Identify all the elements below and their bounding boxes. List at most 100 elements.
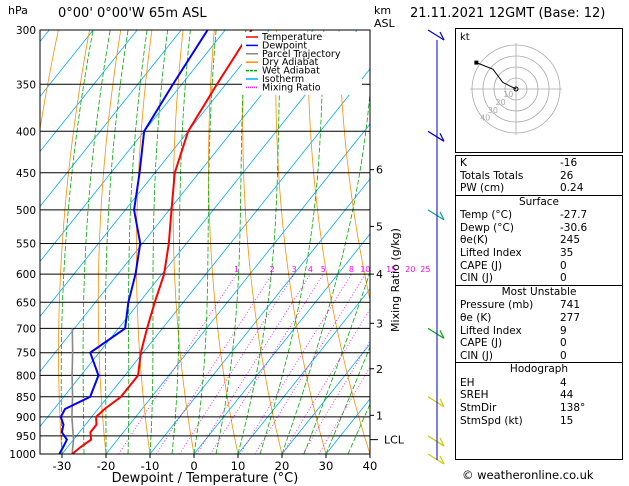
- pressure-tick-label: 550: [16, 238, 36, 250]
- temperature-line: [71, 30, 253, 454]
- x-tick-label: 30: [319, 459, 334, 473]
- pressure-tick-label: 300: [16, 25, 36, 37]
- isotherm-line: [40, 30, 138, 153]
- km-tick-label: 6: [376, 164, 383, 177]
- mixing-ratio-label: 1: [234, 265, 239, 274]
- x-tick-label: 40: [363, 459, 378, 473]
- surface-row: CAPE (J) 0: [460, 259, 567, 272]
- legend-entry: Dewpoint: [262, 40, 307, 51]
- lcl-label: LCL: [384, 434, 405, 447]
- hodograph-point: [474, 60, 479, 65]
- isotherm-line: [369, 453, 370, 454]
- pressure-tick-label: 500: [16, 205, 36, 217]
- legend-entry: Mixing Ratio: [262, 82, 321, 93]
- wind-barb-flag: [439, 133, 445, 142]
- pressure-tick-label: 950: [16, 431, 36, 443]
- mixing-ratio-label: 8: [349, 265, 354, 274]
- datetime-label: 21.11.2021 12GMT (Base: 12): [410, 6, 606, 21]
- isotherm-line: [40, 30, 358, 428]
- most-unstable-row: Lifted Index 9: [460, 324, 567, 337]
- dry-adiabat-line: [136, 30, 153, 454]
- wind-barb-icon: [427, 435, 445, 447]
- hodograph-ring-label: 30: [488, 106, 498, 115]
- hodograph-param-row: StmSpd (kt) 15: [460, 414, 574, 427]
- km-label: km: [374, 4, 391, 17]
- surface-title: Surface: [518, 195, 559, 208]
- x-tick-label: -20: [97, 459, 116, 473]
- pw-row: PW (cm) 0.24: [460, 182, 584, 195]
- wind-barb-shaft: [427, 435, 445, 447]
- most-unstable-title: Most Unstable: [501, 285, 577, 298]
- wet-adiabat-line: [193, 30, 217, 454]
- legend-entry: Parcel Trajectory: [262, 49, 341, 60]
- isotherm-line: [61, 68, 370, 454]
- wind-barb-shaft: [427, 453, 445, 465]
- hodograph-ring-label: 40: [480, 114, 490, 123]
- mixing-ratio-line: [196, 273, 311, 454]
- x-tick-label: 10: [231, 459, 246, 473]
- mixing-ratio-line: [318, 366, 370, 454]
- most-unstable-section: Most Unstable Pressure (mb) 741 θe (K) 277 L…: [456, 284, 622, 362]
- mixing-ratio-label: 25: [420, 265, 430, 274]
- most-unstable-row: CAPE (J) 0: [460, 337, 567, 350]
- hodograph-param-row: StmDir 138°: [460, 402, 586, 414]
- pressure-tick-label: 800: [16, 370, 36, 382]
- pressure-tick-label: 750: [16, 348, 36, 360]
- pressure-tick-label: 850: [16, 392, 36, 404]
- pressure-tick-label: 350: [16, 79, 36, 91]
- dewpoint-line: [58, 30, 209, 454]
- mixing-ratio-label: 5: [321, 265, 326, 274]
- isotherm-line: [193, 233, 370, 454]
- surface-row: Lifted Index 35: [460, 247, 574, 260]
- wind-barb-icon: [427, 130, 445, 142]
- wind-barb-icon: [427, 209, 445, 221]
- wind-barb-flag: [439, 330, 445, 339]
- dry-adiabat-line: [401, 30, 455, 454]
- dry-adiabat-line: [433, 30, 455, 454]
- surface-row: Dewp (°C) -30.6: [460, 221, 588, 234]
- wind-barb-shaft: [427, 327, 445, 339]
- mixing-ratio-label: 10: [360, 265, 370, 274]
- km-tick-label: 1: [376, 409, 383, 422]
- pressure-tick-label: 650: [16, 297, 36, 309]
- x-axis-label: Dewpoint / Temperature (°C): [112, 471, 299, 486]
- pressure-tick-label: 700: [16, 323, 36, 335]
- dry-adiabat-line: [338, 30, 370, 302]
- hodograph-param-row: EH 4: [460, 376, 567, 389]
- x-tick-label: -10: [141, 459, 160, 473]
- wet-adiabat-line: [215, 30, 247, 454]
- surface-section: Surface Temp (°C) -27.7 Dewp (°C) -30.6 θe(K…: [456, 194, 622, 285]
- most-unstable-row: θe (K) 277: [460, 311, 581, 324]
- legend-entry: Wet Adiabat: [262, 66, 320, 77]
- most-unstable-row: Pressure (mb) 741: [460, 299, 581, 312]
- dry-adiabat-line: [172, 30, 195, 454]
- isotherm-line: [105, 123, 370, 454]
- dry-adiabat-line: [369, 30, 370, 35]
- pressure-tick-label: 600: [16, 269, 36, 281]
- isotherm-line: [40, 30, 226, 263]
- location-label: 0°00' 0°00'W 65m ASL: [58, 6, 207, 21]
- legend-entry: Isotherm: [262, 74, 304, 85]
- pressure-tick-label: 900: [16, 412, 36, 424]
- isotherm-line: [237, 288, 370, 454]
- wet-adiabat-line: [60, 30, 94, 454]
- mixing-ratio-axis-label: Mixing Ratio (g/kg): [389, 228, 402, 332]
- hodograph-trace: [476, 62, 517, 90]
- km-tick-label: 3: [376, 317, 383, 330]
- most-unstable-row: CIN (J) 0: [460, 349, 567, 362]
- indices-panel: K -16 Totals Totals 26 PW (cm) 0.24 Surface…: [455, 155, 623, 460]
- mixing-ratio-label: 3: [292, 265, 297, 274]
- wind-barb-flag: [439, 31, 445, 41]
- wet-adiabat-line: [369, 453, 370, 454]
- wind-barb-flag: [439, 455, 445, 465]
- hodograph-param-row: SREH 44: [460, 389, 574, 402]
- wind-barb-flag: [439, 211, 445, 221]
- mixing-ratio-label: 2: [270, 265, 275, 274]
- dry-adiabat-line: [58, 30, 90, 454]
- wet-adiabat-line: [149, 30, 169, 454]
- dry-adiabat-line: [97, 30, 122, 454]
- dry-adiabat-line: [208, 30, 239, 454]
- skew-t-chart: hPa km ASL 30035040045050055060065070075…: [8, 4, 455, 486]
- pressure-tick-label: 400: [16, 126, 36, 138]
